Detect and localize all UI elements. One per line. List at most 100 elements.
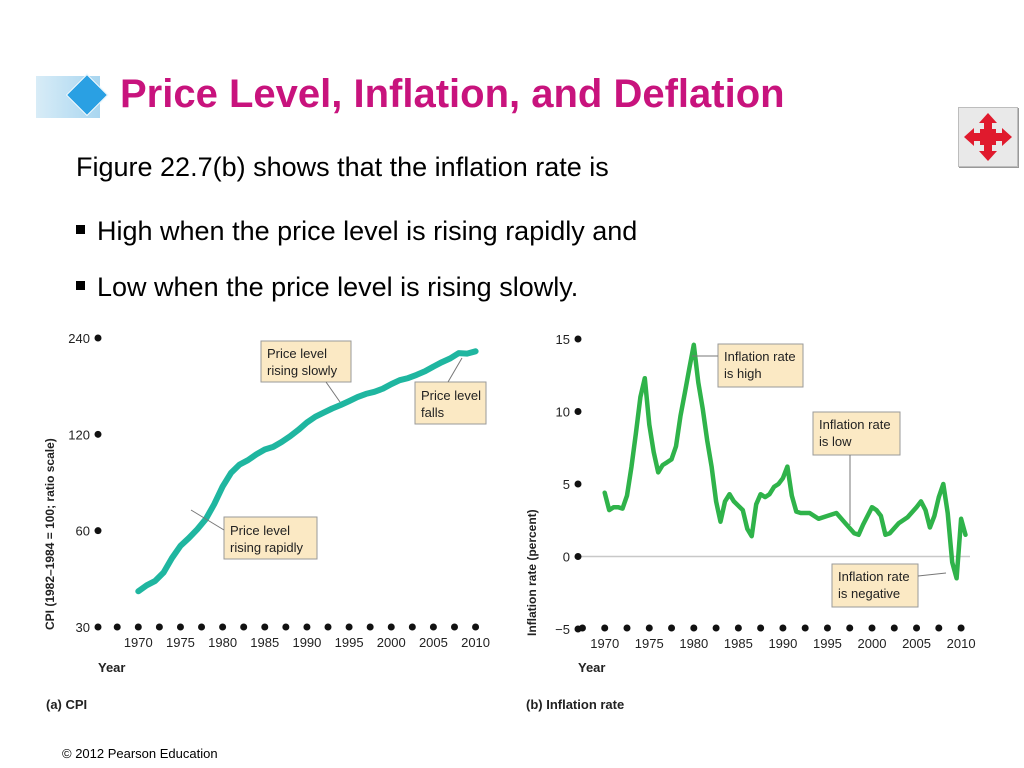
x-tick-mark [176, 623, 184, 631]
x-tick-mark [113, 623, 121, 631]
four-way-arrows-icon[interactable] [958, 107, 1018, 167]
y-tick-mark [94, 527, 102, 535]
callout-text-line: rising rapidly [230, 540, 303, 555]
y-tick-mark [574, 408, 582, 415]
x-tick-mark [240, 623, 248, 631]
x-tick-label: 1985 [250, 635, 279, 650]
callout-text-line: is high [724, 366, 762, 381]
x-tick-label: 2005 [419, 635, 448, 650]
x-tick-mark [890, 624, 898, 632]
y-tick-mark [574, 553, 582, 560]
bullet-item: Low when the price level is rising slowl… [76, 272, 578, 303]
callout-text-line: is negative [838, 586, 900, 601]
bullet-text: High when the price level is rising rapi… [97, 216, 638, 246]
callout-text-line: Inflation rate [838, 569, 910, 584]
four-way-arrows-icon-graphic [964, 113, 1012, 161]
callout-text-line: Inflation rate [819, 417, 891, 432]
x-tick-mark [801, 624, 809, 632]
bullet-text: Low when the price level is rising slowl… [97, 272, 579, 302]
x-tick-mark [366, 623, 374, 631]
cpi-chart: 30 60 120 240 1970 1975 1980 1985 1990 1995 2000 20… [43, 331, 490, 712]
callout-text-line: is low [819, 434, 852, 449]
y-tick-label: 30 [76, 620, 90, 635]
x-tick-mark [868, 624, 876, 632]
x-tick-label: 2005 [902, 636, 931, 651]
y-tick-mark [94, 334, 102, 342]
x-tick-mark [387, 623, 395, 631]
callout-price-level-falls: Price level falls [414, 357, 487, 425]
x-tick-label: 1970 [124, 635, 153, 650]
inflation-rate-chart: −5 0 5 10 15 1970 1975 1980 1985 1990 1995 2000 2005… [525, 332, 976, 712]
y-axis-label: CPI (1982–1984 = 100; ratio scale) [43, 438, 57, 630]
callout-text-line: Price level [230, 523, 290, 538]
x-tick-mark [601, 624, 609, 632]
bullet-square-icon [76, 225, 85, 235]
y-tick-mark [574, 480, 582, 488]
x-tick-mark [219, 623, 227, 631]
x-tick-label: 1975 [635, 636, 664, 651]
y-tick-label: 240 [68, 331, 90, 346]
y-axis-label: Inflation rate (percent) [525, 509, 539, 636]
x-tick-mark [345, 623, 353, 631]
callout-text-line: falls [421, 405, 445, 420]
bullet-item: High when the price level is rising rapi… [76, 216, 637, 247]
x-tick-mark [303, 623, 311, 631]
callout-line-1: Price level rising slowly [267, 346, 338, 378]
x-tick-label: 1990 [768, 636, 797, 651]
callout-inflation-rate-is-low: Inflation rate is low [812, 411, 901, 525]
x-tick-mark [155, 623, 163, 631]
callout-text-line: Price level [267, 346, 327, 361]
x-tick-label: 2010 [947, 636, 976, 651]
cpi-series-line [135, 348, 479, 595]
callout-inflation-rate-is-high: Inflation rate is high [692, 343, 804, 388]
callout-price-level-rising-rapidly: Price level rising rapidly [190, 509, 318, 560]
x-tick-mark [408, 623, 416, 631]
x-tick-mark [690, 624, 698, 632]
x-tick-label: 1985 [724, 636, 753, 651]
x-tick-mark [450, 623, 458, 631]
x-tick-mark [198, 623, 206, 631]
y-tick-label: 5 [563, 477, 570, 492]
chart-caption: (b) Inflation rate [526, 697, 624, 712]
x-tick-label: 1970 [590, 636, 619, 651]
callout-line-1: Inflation rate is negative [838, 569, 910, 601]
x-tick-mark [261, 623, 269, 631]
x-tick-label: 2010 [461, 635, 490, 650]
y-tick-mark [94, 430, 102, 438]
x-tick-label: 1995 [813, 636, 842, 651]
x-tick-label: 2000 [377, 635, 406, 650]
x-tick-mark [757, 624, 765, 632]
chart-caption: (a) CPI [46, 697, 87, 712]
y-tick-label: 15 [556, 332, 570, 347]
x-tick-mark [645, 624, 653, 632]
x-tick-mark [913, 624, 921, 632]
inflation-series-line [602, 342, 968, 581]
x-axis-label: Year [578, 660, 605, 675]
x-tick-mark [429, 623, 437, 631]
x-tick-mark [282, 623, 290, 631]
x-tick-mark [324, 623, 332, 631]
y-tick-mark [574, 335, 582, 343]
bullet-square-icon [76, 281, 85, 291]
x-tick-mark [623, 624, 631, 632]
callout-text-line: rising slowly [267, 363, 338, 378]
intro-text: Figure 22.7(b) shows that the inflation … [76, 152, 609, 182]
callout-line-1: Inflation rate is low [819, 417, 891, 449]
callout-line-1: Inflation rate is high [724, 349, 796, 381]
y-tick-label: 120 [68, 427, 90, 442]
x-tick-mark [712, 624, 720, 632]
callout-line-1: Price level rising rapidly [230, 523, 303, 555]
y-tick-mark [94, 623, 102, 631]
x-tick-mark [846, 624, 854, 632]
x-tick-mark [472, 623, 480, 631]
x-tick-label: 1975 [166, 635, 195, 650]
copyright-footer: © 2012 Pearson Education [62, 746, 218, 761]
y-tick-label: −5 [555, 622, 570, 637]
x-tick-mark [779, 624, 787, 632]
x-tick-mark [957, 624, 965, 632]
x-tick-label: 1980 [208, 635, 237, 650]
x-tick-label: 1995 [335, 635, 364, 650]
x-tick-mark [668, 624, 676, 632]
x-tick-mark [134, 623, 142, 631]
callout-text-line: Inflation rate [724, 349, 796, 364]
